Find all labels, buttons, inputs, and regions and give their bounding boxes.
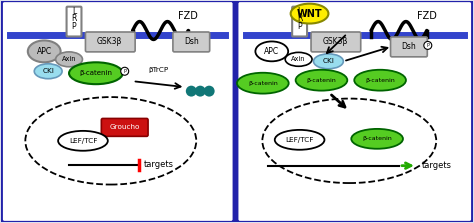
Text: β-catenin: β-catenin [362,136,392,141]
Text: LEF/TCF: LEF/TCF [69,138,97,144]
Text: P: P [297,22,302,31]
FancyBboxPatch shape [236,0,474,223]
Text: APC: APC [36,47,52,56]
Ellipse shape [69,62,123,84]
Text: LEF/TCF: LEF/TCF [285,137,314,143]
FancyBboxPatch shape [101,118,148,136]
FancyBboxPatch shape [85,32,135,52]
FancyBboxPatch shape [66,7,82,37]
Text: β-catenin: β-catenin [307,78,337,83]
Text: βTrCP: βTrCP [148,67,169,73]
Text: P: P [427,43,429,48]
FancyBboxPatch shape [0,0,235,223]
Ellipse shape [55,52,82,67]
Ellipse shape [285,52,312,66]
Ellipse shape [237,73,289,94]
Ellipse shape [255,41,288,61]
Circle shape [121,67,128,75]
Ellipse shape [34,64,62,79]
Text: R: R [297,14,302,23]
Text: Axin: Axin [292,56,306,62]
Ellipse shape [354,70,406,91]
Text: APC: APC [264,47,279,56]
Text: L: L [298,7,302,16]
Circle shape [186,86,197,97]
Text: Dsh: Dsh [401,42,416,51]
Ellipse shape [262,99,436,183]
Ellipse shape [25,97,196,185]
FancyBboxPatch shape [311,32,361,52]
Ellipse shape [28,40,61,62]
Text: Axin: Axin [62,56,76,62]
Ellipse shape [275,130,324,150]
FancyBboxPatch shape [173,32,210,52]
Ellipse shape [291,4,328,24]
Ellipse shape [351,129,403,149]
Text: Dsh: Dsh [184,37,199,46]
Text: β-catenin: β-catenin [365,78,395,83]
Text: CKI: CKI [322,58,334,64]
Text: WNT: WNT [297,9,322,19]
Text: Groucho: Groucho [109,124,140,130]
Text: targets: targets [144,160,173,169]
Text: targets: targets [422,161,452,170]
Text: GSK3β: GSK3β [97,37,122,46]
Text: β-catenin: β-catenin [79,70,112,76]
FancyBboxPatch shape [391,37,427,57]
Ellipse shape [296,70,347,91]
Text: R: R [71,14,77,23]
Text: FZD: FZD [178,11,198,21]
Text: β-catenin: β-catenin [248,81,278,86]
Text: L: L [72,7,76,16]
Circle shape [195,86,206,97]
Ellipse shape [58,131,108,151]
Text: CKI: CKI [42,68,54,74]
Text: FZD: FZD [417,11,437,21]
Text: P: P [123,69,126,74]
Text: P: P [72,22,76,31]
Circle shape [204,86,215,97]
Circle shape [424,41,432,49]
FancyBboxPatch shape [292,7,307,37]
Text: GSK3β: GSK3β [323,37,348,46]
Ellipse shape [313,54,343,69]
